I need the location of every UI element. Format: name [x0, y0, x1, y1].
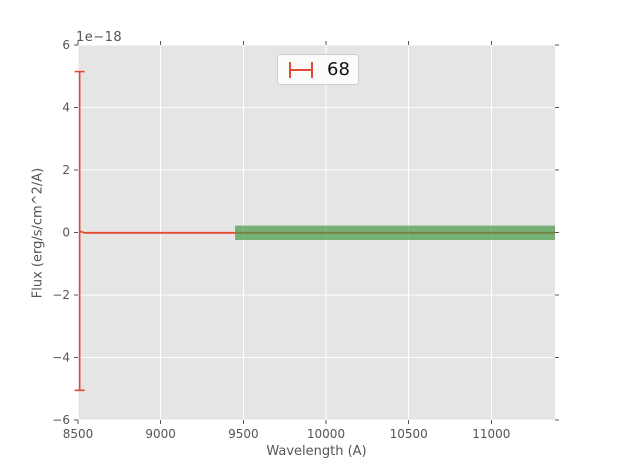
errorbar-legend-icon [289, 61, 313, 78]
y-tick-label: 4 [62, 101, 70, 115]
y-axis-offset-text: 1e−18 [76, 30, 123, 45]
y-tick-label: −2 [52, 288, 70, 302]
y-tick-label: 6 [62, 38, 70, 52]
x-tick-label: 11000 [472, 427, 510, 441]
y-axis-label: Flux (erg/s/cm^2/A) [30, 167, 46, 299]
y-tick-label: 0 [62, 226, 70, 240]
x-tick-label: 9500 [228, 427, 259, 441]
x-tick-label: 9000 [145, 427, 176, 441]
x-tick-label: 10500 [390, 427, 428, 441]
x-axis-label: Wavelength (A) [266, 444, 367, 459]
legend-label: 68 [327, 58, 350, 80]
noise-band [235, 225, 556, 240]
y-tick-label: −6 [52, 413, 70, 427]
y-tick-label: 2 [62, 163, 70, 177]
y-tick-label: −4 [52, 351, 70, 365]
x-tick-label: 10000 [307, 427, 345, 441]
x-tick-label: 8500 [63, 427, 94, 441]
legend: 68 [277, 54, 359, 85]
